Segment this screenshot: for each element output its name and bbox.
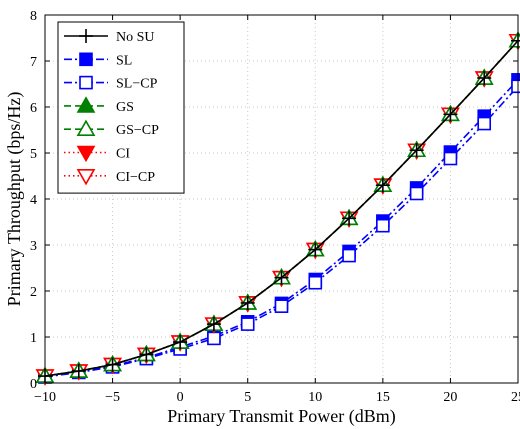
data-point — [139, 347, 154, 362]
data-point — [342, 211, 357, 226]
data-point — [376, 218, 390, 233]
data-point — [274, 270, 289, 285]
data-point — [477, 116, 492, 131]
legend-entry: SL — [64, 52, 132, 68]
legend-label: GS−CP — [116, 123, 159, 138]
x-tick-label: 20 — [443, 390, 457, 405]
y-tick-label: 6 — [30, 101, 37, 116]
x-tick-label: 15 — [376, 390, 390, 405]
y-tick-label: 3 — [30, 239, 37, 254]
series-line — [44, 79, 519, 378]
tick-layer: −10 −5 0 5 10 15 20 25 0 1 2 3 4 5 6 7 8 — [30, 9, 520, 405]
data-point — [511, 79, 520, 94]
y-tick-label: 2 — [30, 285, 37, 300]
data-point — [409, 186, 424, 201]
data-point — [206, 317, 221, 332]
legend-label: GS — [116, 100, 134, 115]
legend-marker — [79, 52, 93, 67]
legend-marker — [76, 119, 96, 136]
data-point — [240, 295, 255, 310]
data-point — [207, 331, 221, 346]
legend-entry: GS−CP — [64, 119, 159, 138]
x-tick-label: −5 — [105, 390, 120, 405]
data-point — [409, 143, 424, 158]
legend: No SU SL SL−CP GS GS−CP CI CI−CP — [57, 21, 185, 194]
y-tick-label: 5 — [30, 147, 37, 162]
data-point — [173, 335, 188, 350]
legend-label: No SU — [116, 30, 155, 45]
legend-entry: CI−CP — [64, 169, 155, 186]
legend-marker — [79, 75, 93, 90]
data-point — [274, 299, 289, 313]
data-point — [443, 107, 458, 122]
legend-label: CI — [116, 147, 130, 162]
x-tick-label: 0 — [177, 390, 184, 405]
x-tick-label: 5 — [244, 390, 251, 405]
data-point — [375, 178, 390, 193]
x-tick-label: 10 — [308, 390, 322, 405]
x-axis-label: Primary Transmit Power (dBm) — [167, 406, 396, 427]
legend-marker — [79, 29, 93, 43]
data-point — [71, 364, 86, 379]
y-tick-label: 1 — [30, 331, 37, 346]
y-tick-label: 0 — [30, 377, 37, 392]
legend-marker — [76, 96, 96, 113]
x-tick-label: −10 — [34, 390, 56, 405]
y-tick-label: 8 — [30, 9, 37, 24]
data-point — [342, 248, 356, 263]
data-point — [443, 151, 458, 166]
legend-entry: SL−CP — [64, 75, 158, 92]
y-tick-label: 4 — [30, 193, 37, 208]
legend-label: SL−CP — [116, 77, 158, 92]
y-axis-label: Primary Throughput (bps/Hz) — [4, 92, 25, 307]
data-point — [105, 357, 120, 372]
legend-box — [57, 21, 185, 194]
data-point — [308, 242, 323, 257]
data-point — [477, 71, 492, 86]
legend-label: SL — [116, 53, 132, 68]
legend-entry: CI — [64, 145, 130, 163]
data-point — [308, 275, 323, 290]
x-tick-label: 25 — [511, 390, 520, 405]
legend-label: CI−CP — [116, 170, 155, 185]
data-point — [240, 317, 255, 331]
legend-entry: GS — [64, 96, 134, 115]
legend-entry: No SU — [64, 29, 155, 45]
legend-marker — [76, 145, 96, 163]
legend-marker — [76, 169, 96, 186]
y-tick-label: 7 — [30, 55, 37, 70]
